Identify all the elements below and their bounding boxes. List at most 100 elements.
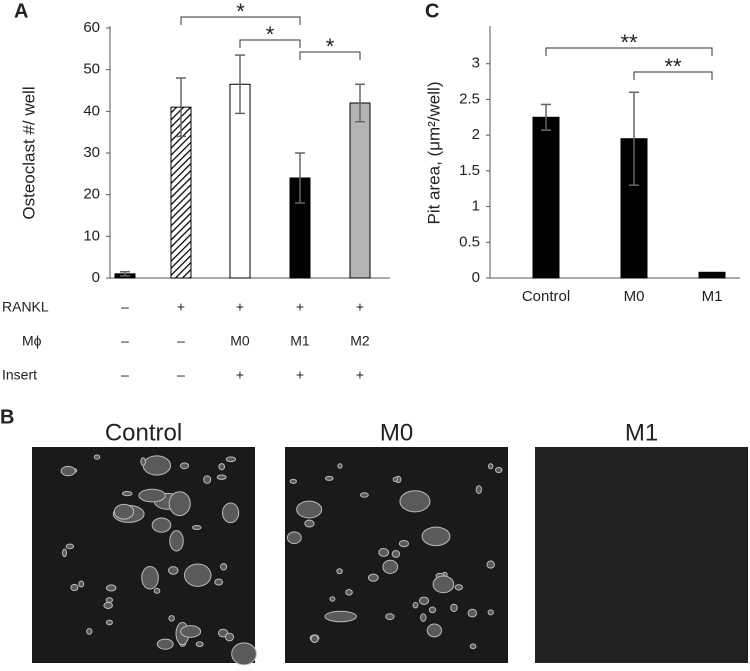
pit (168, 566, 179, 575)
pit (60, 465, 76, 477)
table-cell: + (177, 299, 185, 315)
y-tick-label: 1.5 (459, 162, 480, 179)
table-cell: M0 (230, 333, 250, 349)
pit (183, 563, 212, 587)
pit (78, 580, 85, 588)
table-cell: – (121, 299, 129, 315)
pit (420, 613, 427, 622)
y-tick-label: 30 (83, 144, 100, 161)
pit (231, 642, 257, 666)
micrograph-bg (535, 447, 748, 663)
pit (469, 643, 477, 650)
image-title: Control (105, 419, 182, 446)
image-title: M0 (380, 419, 413, 446)
y-tick-label: 0 (472, 269, 480, 286)
pit (367, 573, 379, 582)
table-cell: + (356, 367, 364, 383)
pit (324, 475, 334, 481)
pit (113, 503, 135, 520)
significance-bracket (633, 71, 713, 80)
pit (221, 502, 240, 524)
table-cell: M1 (290, 333, 310, 349)
pit (345, 589, 353, 596)
panel-letter: A (14, 0, 28, 22)
pit (168, 615, 175, 622)
pit (65, 543, 75, 550)
pit (296, 500, 323, 519)
pit (93, 454, 101, 460)
error-bar (235, 54, 245, 115)
y-tick-label: 40 (83, 102, 100, 119)
pit (324, 610, 357, 623)
bar (532, 116, 560, 279)
significance-mark: ** (620, 30, 638, 55)
pit (359, 492, 369, 498)
bar (698, 271, 726, 279)
panel-letter: B (0, 406, 14, 428)
micrograph-bg (32, 447, 255, 663)
pit (450, 603, 458, 612)
table-cell: – (177, 367, 185, 383)
pit (220, 563, 228, 571)
significance-bracket (545, 47, 713, 56)
pit (304, 519, 315, 528)
error-bar (295, 152, 305, 204)
pit (412, 602, 419, 609)
panel-letter: C (425, 0, 439, 22)
pit (475, 485, 482, 494)
pit (382, 559, 399, 574)
significance-mark: ** (664, 54, 682, 79)
pit (487, 463, 494, 470)
y-axis-label: Pit area, (μm²/well) (424, 82, 443, 225)
y-tick-label: 0.5 (459, 233, 480, 250)
pit (179, 462, 190, 470)
y-tick-label: 10 (83, 227, 100, 244)
pit (105, 584, 117, 592)
pit (385, 613, 395, 621)
x-tick-label: M0 (624, 288, 645, 305)
pit (426, 623, 443, 638)
error-bar (629, 91, 639, 186)
pit (138, 488, 166, 503)
y-tick-label: 2 (472, 126, 480, 143)
significance-bracket (299, 51, 361, 60)
table-cell: + (296, 299, 304, 315)
significance-bracket (180, 16, 301, 25)
error-bar (120, 271, 130, 277)
pit (310, 634, 319, 644)
y-axis-label: Osteoclast #/ well (19, 86, 38, 219)
pit (378, 547, 390, 557)
pit (168, 491, 191, 517)
y-tick-label: 2.5 (459, 90, 480, 107)
pit (122, 490, 133, 497)
table-cell: + (356, 299, 364, 315)
y-tick-label: 3 (472, 55, 480, 72)
pit (225, 456, 237, 463)
error-bar (355, 83, 365, 123)
pit (336, 568, 343, 575)
pit (141, 566, 159, 590)
micrograph (535, 447, 748, 663)
pit (191, 524, 202, 531)
y-tick-label: 20 (83, 186, 100, 203)
y-tick-label: 50 (83, 61, 100, 78)
image-title: M1 (625, 419, 658, 446)
pit (214, 578, 224, 586)
row-label: Mϕ (22, 333, 42, 349)
pit (216, 474, 227, 480)
pit (142, 455, 172, 476)
table-cell: – (177, 333, 185, 349)
significance-mark: * (326, 34, 335, 59)
y-tick-label: 1 (472, 198, 480, 215)
pit (195, 641, 204, 648)
significance-bracket (239, 39, 301, 48)
pit (486, 560, 495, 569)
pit (169, 530, 184, 552)
pit (153, 587, 161, 594)
pit (337, 463, 343, 469)
pit (428, 606, 437, 614)
pit (454, 584, 464, 591)
pit (105, 597, 114, 603)
